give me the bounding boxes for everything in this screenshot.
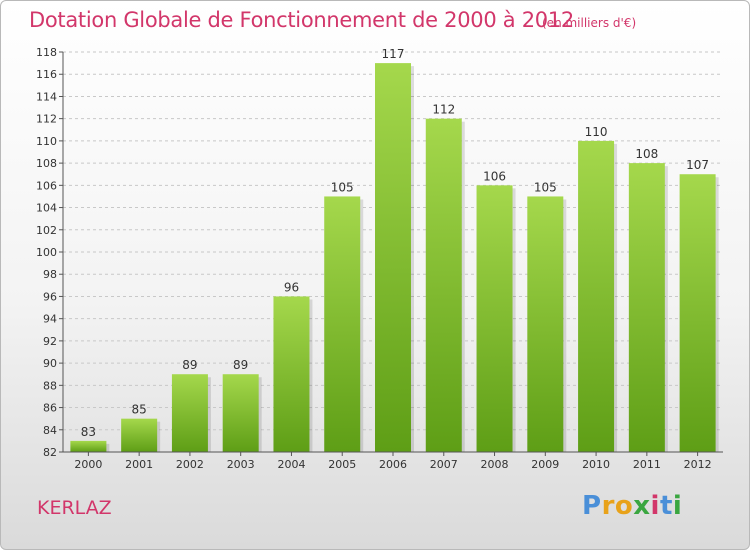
- y-tick-label: 112: [36, 113, 57, 126]
- x-tick-label: 2000: [74, 458, 102, 471]
- bar-2001: [121, 418, 158, 452]
- proxiti-logo: Proxiti: [582, 491, 682, 521]
- y-tick-label: 114: [36, 90, 57, 103]
- y-tick-label: 102: [36, 224, 57, 237]
- data-label: 107: [686, 158, 709, 172]
- bar-2012: [679, 174, 716, 452]
- y-tick-label: 98: [43, 268, 57, 281]
- x-tick-label: 2008: [481, 458, 509, 471]
- logo-letter: o: [614, 491, 634, 521]
- axes: 82 84 86 88 90 92 94 96 98 100 102 104 106 108 110 112 1…: [36, 46, 723, 471]
- bar-2011: [628, 163, 665, 452]
- y-tick-label: 82: [43, 446, 57, 459]
- bar-2000: [70, 440, 107, 452]
- data-label: 89: [182, 358, 197, 372]
- bar-2003: [222, 374, 259, 452]
- data-labels: 83 85 89 89 96 105 117 112 106 105 110 108 107: [81, 47, 709, 439]
- y-tick-label: 90: [43, 357, 57, 370]
- x-tick-label: 2012: [684, 458, 712, 471]
- bar-2008: [476, 185, 513, 453]
- data-label: 106: [483, 169, 506, 183]
- x-tick-label: 2011: [633, 458, 661, 471]
- data-label: 89: [233, 358, 248, 372]
- y-tick-label: 94: [43, 313, 57, 326]
- y-tick-label: 118: [36, 46, 57, 59]
- data-label: 112: [432, 103, 455, 117]
- bar-2009: [527, 196, 564, 452]
- y-tick-label: 88: [43, 379, 57, 392]
- data-label: 83: [81, 425, 96, 439]
- y-tick-label: 110: [36, 135, 57, 148]
- bar-2005: [324, 196, 361, 452]
- logo-letter: i: [650, 491, 660, 521]
- logo-letter: P: [582, 491, 602, 521]
- logo-letter: i: [672, 491, 683, 521]
- data-label: 85: [132, 403, 147, 417]
- y-tick-label: 104: [36, 202, 57, 215]
- data-label: 110: [585, 125, 608, 139]
- y-tick-label: 100: [36, 246, 57, 259]
- y-tick-label: 106: [36, 179, 57, 192]
- logo-letter: r: [601, 491, 615, 521]
- y-tick-label: 116: [36, 68, 57, 81]
- chart-title: Dotation Globale de Fonctionnement de 20…: [29, 8, 574, 32]
- x-tick-label: 2002: [176, 458, 204, 471]
- data-label: 105: [534, 180, 557, 194]
- x-tick-label: 2003: [227, 458, 255, 471]
- y-tick-label: 96: [43, 290, 57, 303]
- y-tick-label: 86: [43, 402, 57, 415]
- x-tick-label: 2005: [328, 458, 356, 471]
- logo-letter: x: [633, 491, 651, 521]
- x-tick-label: 2010: [582, 458, 610, 471]
- y-tick-label: 84: [43, 424, 57, 437]
- bar-2004: [273, 296, 310, 452]
- y-tick-label: 108: [36, 157, 57, 170]
- logo-letter: t: [659, 491, 673, 521]
- x-tick-label: 2001: [125, 458, 153, 471]
- commune-name: KERLAZ: [37, 497, 112, 519]
- y-tick-label: 92: [43, 335, 57, 348]
- bar-2007: [425, 118, 462, 453]
- bar-2006: [375, 63, 411, 452]
- x-tick-label: 2007: [430, 458, 458, 471]
- chart-subtitle: (en milliers d'€): [542, 16, 637, 30]
- data-label: 117: [382, 47, 405, 61]
- bar-2010: [578, 140, 615, 452]
- bars: [70, 63, 719, 453]
- data-label: 108: [635, 147, 658, 161]
- x-tick-label: 2004: [277, 458, 305, 471]
- data-label: 105: [331, 180, 354, 194]
- x-tick-label: 2009: [531, 458, 559, 471]
- data-label: 96: [284, 280, 299, 294]
- x-tick-label: 2006: [379, 458, 407, 471]
- bar-2002: [171, 374, 208, 452]
